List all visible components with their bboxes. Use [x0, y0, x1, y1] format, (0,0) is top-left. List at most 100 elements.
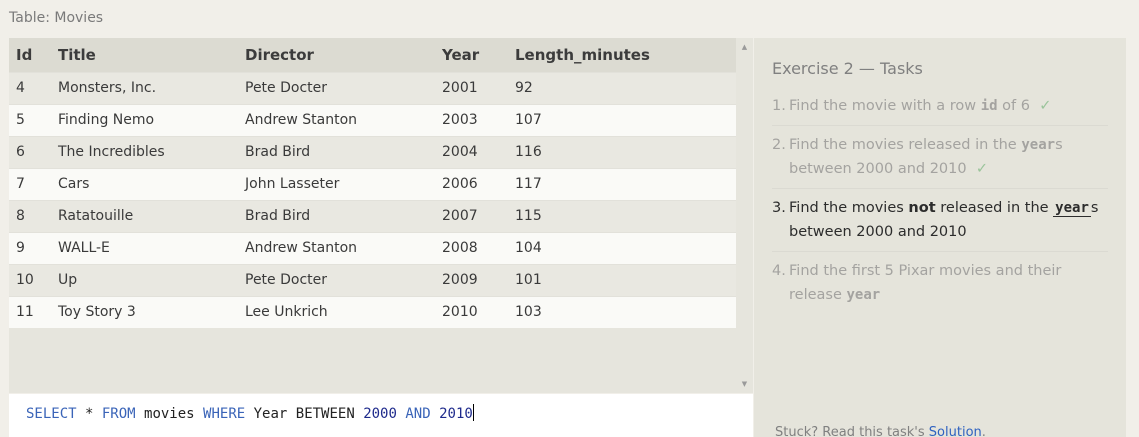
- cell-id: 11: [9, 295, 51, 328]
- cell-id: 6: [9, 135, 51, 168]
- sql-keyword: FROM: [101, 406, 136, 422]
- table-row: 5 Finding Nemo Andrew Stanton 2003 107: [9, 103, 736, 136]
- cell-director: Pete Docter: [238, 263, 435, 296]
- sql-text: Year BETWEEN: [245, 406, 364, 422]
- help-suffix: .: [981, 425, 986, 437]
- table-header-row: Id Title Director Year Length_minutes: [9, 38, 736, 72]
- results-scrollbar[interactable]: ▲ ▼: [736, 38, 753, 393]
- sql-keyword: SELECT: [26, 406, 77, 422]
- cell-title: WALL-E: [51, 231, 238, 264]
- task-item: 4. Find the first 5 Pixar movies and thei…: [772, 259, 1108, 314]
- cell-year: 2003: [435, 103, 508, 136]
- cell-title: The Incredibles: [51, 135, 238, 168]
- task-number: 1.: [772, 98, 786, 114]
- cell-director: Andrew Stanton: [238, 103, 435, 136]
- cell-year: 2004: [435, 135, 508, 168]
- cell-year: 2010: [435, 295, 508, 328]
- column-header-year: Year: [435, 38, 508, 72]
- cell-length: 104: [508, 231, 736, 264]
- scroll-up-arrow-icon[interactable]: ▲: [741, 43, 748, 51]
- task-text: released in the: [935, 200, 1054, 216]
- sql-number: 2000: [363, 406, 397, 422]
- sql-number: 2010: [439, 406, 473, 422]
- scroll-down-arrow-icon[interactable]: ▼: [741, 380, 748, 388]
- tasks-panel: Exercise 2 — Tasks 1. Find the movie with…: [754, 38, 1126, 437]
- cell-year: 2001: [435, 71, 508, 104]
- cell-length: 115: [508, 199, 736, 232]
- cell-year: 2006: [435, 167, 508, 200]
- cell-director: Brad Bird: [238, 199, 435, 232]
- table-row: 6 The Incredibles Brad Bird 2004 116: [9, 135, 736, 168]
- cell-id: 4: [9, 71, 51, 104]
- cell-director: John Lasseter: [238, 167, 435, 200]
- column-header-length: Length_minutes: [508, 38, 736, 72]
- cell-length: 116: [508, 135, 736, 168]
- cell-id: 8: [9, 199, 51, 232]
- cell-title: Up: [51, 263, 238, 296]
- table-row: 11 Toy Story 3 Lee Unkrich 2010 103: [9, 295, 736, 328]
- task-number: 3.: [772, 200, 786, 216]
- checkmark-icon: ✓: [1039, 98, 1052, 114]
- help-prefix: Stuck? Read this task's: [775, 425, 929, 437]
- query-editor[interactable]: SELECT * FROM movies WHERE Year BETWEEN …: [9, 394, 753, 437]
- task-text: of 6: [997, 98, 1030, 114]
- table-row: 10 Up Pete Docter 2009 101: [9, 263, 736, 296]
- cell-director: Brad Bird: [238, 135, 435, 168]
- task-code-term: id: [980, 98, 998, 114]
- cell-id: 9: [9, 231, 51, 264]
- task-code-term: year: [846, 287, 881, 303]
- cell-title: Toy Story 3: [51, 295, 238, 328]
- task-text: s between 2000 and 2010: [789, 200, 1099, 240]
- task-number: 2.: [772, 137, 786, 153]
- task-item: 2. Find the movies released in the years …: [772, 133, 1108, 189]
- sql-text: movies: [135, 406, 204, 422]
- column-header-title: Title: [51, 38, 238, 72]
- sql-text: *: [76, 406, 102, 422]
- task-text: s between 2000 and 2010: [789, 137, 1063, 177]
- table-row: 8 Ratatouille Brad Bird 2007 115: [9, 199, 736, 232]
- cell-id: 7: [9, 167, 51, 200]
- column-header-id: Id: [9, 38, 51, 72]
- cell-length: 92: [508, 71, 736, 104]
- task-number: 4.: [772, 263, 786, 279]
- text-cursor: [472, 404, 474, 421]
- task-code-term: year: [1053, 200, 1091, 217]
- task-emphasis: not: [908, 200, 936, 216]
- cell-length: 117: [508, 167, 736, 200]
- cell-year: 2007: [435, 199, 508, 232]
- table-row: 7 Cars John Lasseter 2006 117: [9, 167, 736, 200]
- cell-length: 107: [508, 103, 736, 136]
- sql-keyword: WHERE: [203, 406, 246, 422]
- task-item: 1. Find the movie with a row id of 6 ✓: [772, 94, 1108, 126]
- cell-title: Ratatouille: [51, 199, 238, 232]
- cell-length: 103: [508, 295, 736, 328]
- task-text: Find the movies released in the: [789, 137, 1022, 153]
- cell-title: Cars: [51, 167, 238, 200]
- task-item: 3. Find the movies not released in the ye…: [772, 196, 1108, 252]
- table-row: 4 Monsters, Inc. Pete Docter 2001 92: [9, 71, 736, 104]
- cell-director: Andrew Stanton: [238, 231, 435, 264]
- cell-director: Lee Unkrich: [238, 295, 435, 328]
- cell-title: Monsters, Inc.: [51, 71, 238, 104]
- cell-year: 2009: [435, 263, 508, 296]
- cell-id: 10: [9, 263, 51, 296]
- help-text: Stuck? Read this task's Solution.: [775, 425, 986, 437]
- task-text: Find the first 5 Pixar movies and their …: [789, 263, 1062, 303]
- sql-text: [431, 406, 439, 422]
- task-code-term: year: [1021, 137, 1056, 153]
- solution-link[interactable]: Solution: [928, 425, 982, 437]
- tasks-title: Exercise 2 — Tasks: [772, 59, 923, 78]
- cell-title: Finding Nemo: [51, 103, 238, 136]
- checkmark-icon: ✓: [975, 161, 988, 177]
- task-list: 1. Find the movie with a row id of 6 ✓ 2. F…: [772, 94, 1108, 321]
- table-caption: Table: Movies: [9, 10, 104, 26]
- table-row: 9 WALL-E Andrew Stanton 2008 104: [9, 231, 736, 264]
- cell-director: Pete Docter: [238, 71, 435, 104]
- sql-keyword: AND: [405, 406, 431, 422]
- cell-id: 5: [9, 103, 51, 136]
- task-text: Find the movie with a row: [789, 98, 981, 114]
- task-text: Find the movies: [789, 200, 909, 216]
- cell-year: 2008: [435, 231, 508, 264]
